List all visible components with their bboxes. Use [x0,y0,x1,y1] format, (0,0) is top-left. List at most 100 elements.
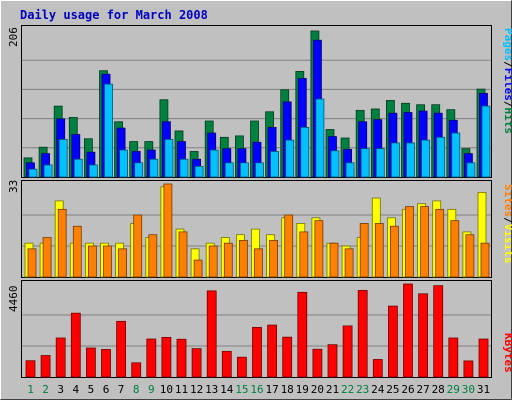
x-tick-label: 8 [133,383,140,396]
bar-pages [390,142,400,178]
x-tick-label: 11 [175,383,188,396]
bar-sites [435,208,445,278]
bar-sites [329,242,339,278]
bar-kbytes [70,312,81,378]
bar-pages [270,151,280,178]
bar-pages [164,139,174,178]
x-tick-label: 26 [401,383,414,396]
bar-kbytes [433,285,444,378]
bar-sites [284,214,294,278]
panel-visits-sites: 33 Sites/Visits [7,180,512,278]
x-tick-label: 14 [220,383,234,396]
bar-kbytes [312,348,323,378]
bar-sites [133,214,143,278]
bar-kbytes [146,338,157,378]
x-tick-label: 12 [190,383,203,396]
x-tick-label: 28 [432,383,445,396]
bar-sites [103,245,112,278]
chart-title: Daily usage for March 2008 [20,8,208,22]
x-tick-label: 9 [148,383,155,396]
x-tick-label: 21 [326,383,339,396]
bar-pages [119,149,128,178]
bar-kbytes [478,338,489,378]
panel-3-ymax-label: 4460 [7,286,20,313]
x-tick-label: 25 [386,383,399,396]
x-tick-label: 10 [160,383,173,396]
bar-pages [43,164,53,178]
bar-sites [193,259,203,278]
bar-sites [118,248,127,278]
bar-kbytes [221,350,232,378]
x-tick-label: 1 [27,383,34,396]
x-tick-label: 6 [103,383,110,396]
bar-kbytes [101,349,111,378]
bar-kbytes [403,283,413,378]
x-tick-label: 13 [205,383,218,396]
x-tick-label: 20 [311,383,324,396]
legend-files: Files [502,68,512,101]
bar-sites [480,242,490,278]
legend-visits: Visits [502,224,512,264]
bar-sites [27,248,37,278]
bar-kbytes [448,337,459,378]
bar-kbytes [418,293,429,378]
bar-pages [466,162,476,178]
bar-pages [179,158,189,178]
bar-pages [375,148,385,178]
bar-pages [451,132,461,178]
x-tick-label: 18 [281,383,294,396]
panel-2-bars [24,183,490,278]
bar-sites [238,239,248,278]
x-tick-label: 27 [416,383,429,396]
panel-1-ymax-label: 206 [7,27,20,47]
bar-sites [389,225,399,278]
legend-separator-2: / [502,101,512,108]
bar-pages [209,149,219,178]
legend-separator-1: / [502,61,512,68]
bar-sites [269,239,279,278]
bar-kbytes [161,336,172,378]
x-tick-label: 29 [447,383,460,396]
panel-kbytes: 4460 KBytes [7,280,512,378]
x-axis-day-labels: 1 2 3 4 5 6 7 8 9 10 11 12 13 14 15 16 17 18 19 20 21 22 23 24 2… [27,383,490,396]
bar-pages [481,105,491,178]
panel-2-axis-title: Sites/Visits [502,184,512,264]
bar-kbytes [206,290,217,378]
panel-1-axis-title: Pages/Files/Hits [502,28,512,134]
bar-sites [57,208,67,278]
bar-sites [374,223,384,278]
legend-kbytes: KBytes [502,333,512,373]
bar-pages [360,148,370,178]
bar-sites [299,231,309,278]
bar-sites [359,223,369,278]
legend-separator-3: / [502,217,512,224]
legend-hits: Hits [502,108,512,135]
panel-1-bars [23,30,491,178]
bar-sites [42,237,52,278]
bar-pages [89,164,98,178]
bar-pages [300,126,310,178]
bar-kbytes [191,348,202,378]
bar-kbytes [55,337,66,378]
panel-3-bars [25,283,489,378]
bar-pages [73,158,83,178]
bar-kbytes [25,360,36,378]
bar-kbytes [342,325,353,378]
bar-kbytes [463,360,474,378]
legend-pages: Pages [502,28,512,61]
bar-pages [224,162,234,178]
bar-kbytes [236,356,247,378]
bar-sites [465,234,475,278]
x-tick-label: 22 [341,383,354,396]
bar-pages [104,83,113,178]
bar-kbytes [116,320,126,378]
bar-pages [239,162,249,178]
bar-sites [88,245,97,278]
bar-pages [58,139,68,178]
bar-pages [436,136,446,178]
x-tick-label: 15 [235,383,248,396]
bar-sites [208,245,218,278]
bar-sites [178,231,188,278]
bar-kbytes [252,326,262,378]
